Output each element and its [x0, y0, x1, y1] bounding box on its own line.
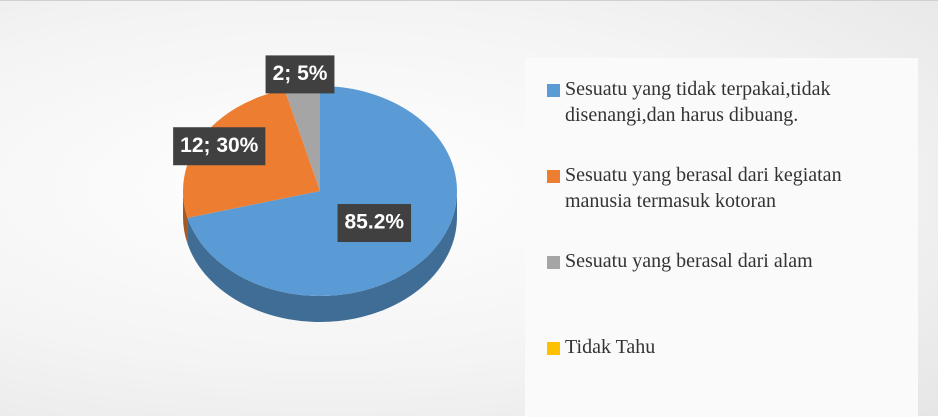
- legend-label: Sesuatu yang tidak terpakai,tidak disena…: [565, 78, 831, 126]
- legend-label: Sesuatu yang berasal dari kegiatan manus…: [565, 164, 842, 212]
- legend-item: Sesuatu yang tidak terpakai,tidak disena…: [545, 76, 908, 162]
- slice: [284, 86, 320, 191]
- slice: [187, 86, 457, 296]
- slice-side: [183, 191, 188, 244]
- data-label: 2; 5%: [265, 55, 335, 94]
- data-label-box: [173, 127, 266, 166]
- legend-label: Tidak Tahu: [565, 336, 656, 358]
- legend-swatch: [547, 170, 560, 183]
- data-label: 12; 30%: [173, 127, 266, 166]
- legend-swatch: [547, 84, 560, 97]
- legend-item: Sesuatu yang berasal dari alam: [545, 248, 908, 334]
- legend-item: Tidak Tahu: [545, 334, 908, 420]
- legend-item: Sesuatu yang berasal dari kegiatan manus…: [545, 162, 908, 248]
- data-label-text: 85.2%: [345, 211, 405, 234]
- data-label-box: [337, 204, 412, 243]
- data-label-box: [265, 55, 335, 94]
- slice-side: [187, 191, 457, 322]
- legend-swatch: [547, 256, 560, 269]
- data-label-text: 12; 30%: [180, 134, 259, 157]
- legend-swatch: [547, 342, 560, 355]
- legend-label: Sesuatu yang berasal dari alam: [565, 250, 813, 272]
- data-label: 85.2%: [337, 204, 412, 243]
- legend: Sesuatu yang tidak terpakai,tidak disena…: [525, 58, 918, 417]
- data-label-text: 2; 5%: [273, 62, 328, 85]
